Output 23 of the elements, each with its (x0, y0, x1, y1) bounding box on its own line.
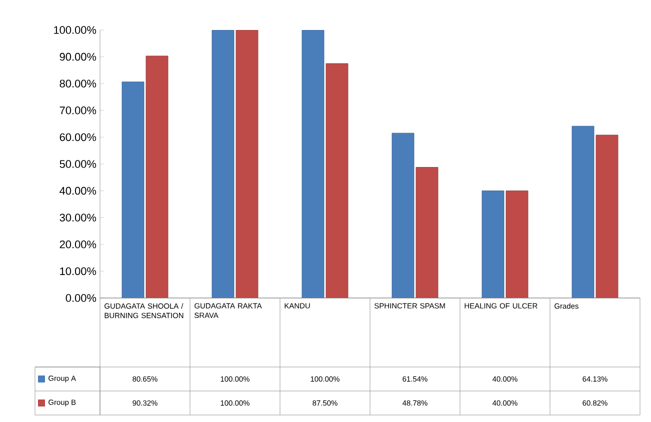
y-tick-label: 90.00% (60, 52, 96, 61)
bar (392, 132, 414, 298)
y-tick-label: 100.00% (54, 26, 96, 34)
bar (236, 30, 258, 298)
bar (416, 167, 438, 298)
bar (572, 126, 594, 298)
bar (302, 30, 324, 298)
y-tick-label: 10.00% (60, 267, 96, 276)
y-tick-label: 80.00% (60, 80, 96, 88)
bar (482, 190, 504, 298)
bar (596, 134, 618, 298)
bar (146, 56, 168, 298)
y-tick-label: 70.00% (60, 106, 96, 114)
y-tick-label: 20.00% (60, 240, 96, 248)
bar (122, 82, 144, 298)
y-tick-label: 0.00% (66, 294, 96, 302)
bar (212, 30, 234, 298)
y-tick-label: 50.00% (60, 160, 96, 168)
y-tick-label: 60.00% (60, 133, 96, 142)
bar (506, 190, 528, 298)
y-tick-label: 40.00% (60, 186, 96, 195)
y-tick-label: 30.00% (60, 214, 96, 222)
bar (326, 63, 348, 298)
